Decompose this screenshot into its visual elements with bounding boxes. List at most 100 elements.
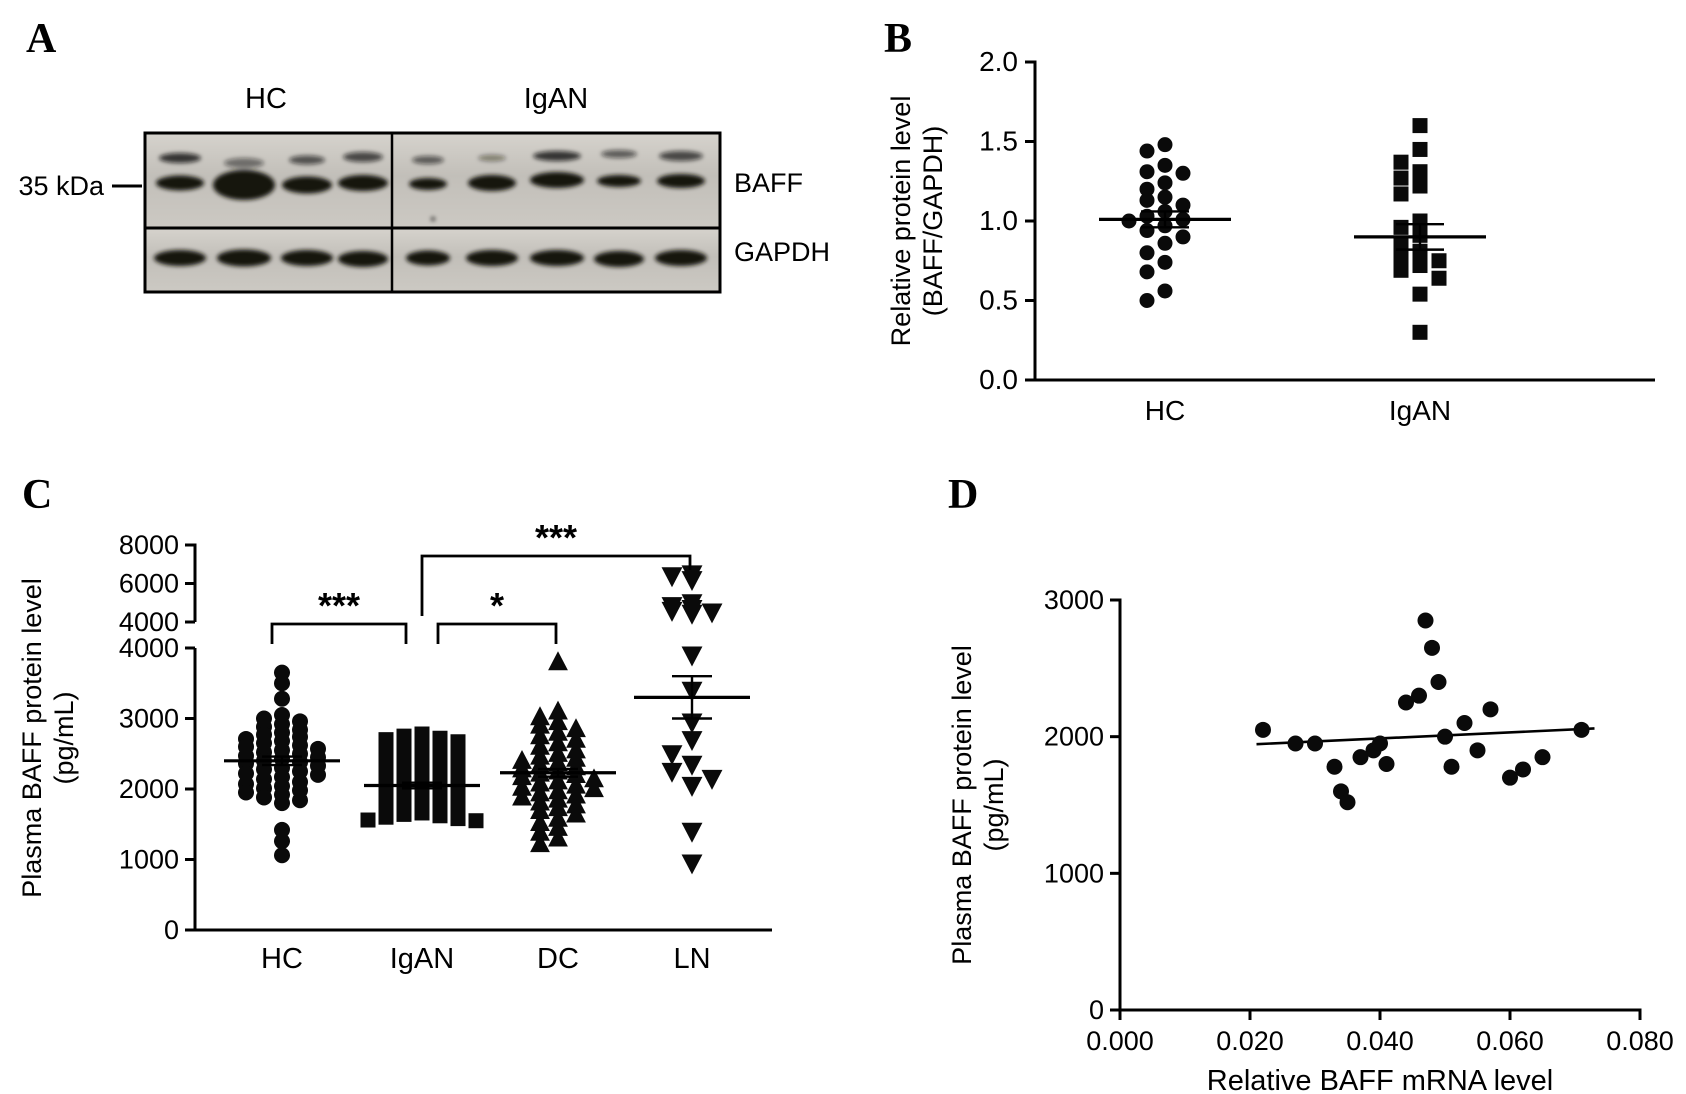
panel-d-scatter: D 0 1000 2000 3000 0.000 0.020 0.040 0.060 0.080 R…	[860, 460, 1686, 1094]
data-point	[584, 778, 604, 798]
data-point	[274, 675, 290, 692]
data-point	[1412, 141, 1428, 157]
data-point	[1255, 721, 1271, 738]
y-tick-label: 2000	[1044, 722, 1104, 752]
data-point	[1157, 189, 1173, 205]
x-category-label: IgAN	[390, 943, 454, 975]
data-point	[1157, 283, 1173, 299]
data-point	[548, 827, 568, 847]
y-tick-label: 1000	[1044, 858, 1104, 888]
y-axis-title: Relative protein level (BAFF/GAPDH)	[886, 96, 948, 347]
x-tick-label: 0.060	[1476, 1026, 1544, 1056]
y-tick-label: 0	[1089, 995, 1104, 1025]
data-point	[661, 762, 683, 783]
data-point	[530, 735, 550, 755]
data-point	[1443, 758, 1460, 775]
data-point	[530, 812, 550, 831]
y-axis-title: Plasma BAFF protein level (pg/mL)	[17, 578, 79, 898]
data-point	[530, 772, 550, 792]
panel-label-a: A	[26, 16, 57, 62]
y-tick-label: 4000	[119, 633, 179, 663]
data-point	[548, 732, 568, 752]
data-point	[1573, 721, 1590, 738]
data-point	[1372, 735, 1388, 752]
data-point	[530, 714, 550, 734]
significance-bracket	[436, 622, 558, 644]
data-point	[661, 745, 683, 766]
panel-b-scatter: B 0.0 0.5 1.0 1.5 2.0 Relative protein level (B…	[860, 0, 1686, 460]
panel-label-c: C	[22, 472, 52, 518]
data-point	[548, 816, 568, 836]
data-point	[1393, 219, 1409, 235]
y-tick-label: 6000	[119, 569, 179, 599]
data-point	[1157, 254, 1173, 270]
significance-stars: ***	[535, 517, 577, 558]
y-axis-title-line2: (pg/mL)	[49, 691, 79, 784]
data-point	[1175, 229, 1191, 245]
blot-group-label-igan: IgAN	[524, 83, 588, 115]
data-point	[548, 651, 568, 671]
data-point	[512, 776, 532, 796]
data-point	[566, 774, 586, 794]
y-tick-label: 0.0	[979, 364, 1018, 395]
significance-bracket	[420, 554, 692, 616]
data-point	[681, 604, 703, 625]
data-point	[1398, 694, 1414, 711]
data-point	[681, 571, 703, 592]
data-point	[238, 784, 254, 801]
data-point	[701, 769, 723, 790]
y-tick-label: 4000	[119, 607, 179, 637]
x-category-label: HC	[261, 943, 303, 975]
data-point	[1139, 192, 1155, 208]
data-point	[548, 700, 568, 720]
data-point	[292, 792, 308, 809]
data-point	[1437, 728, 1453, 745]
y-axis-title-line2: (BAFF/GAPDH)	[918, 126, 948, 317]
data-point	[1139, 264, 1155, 280]
data-point	[1326, 758, 1343, 775]
data-point	[661, 601, 683, 622]
scatter-plot-c: C 4000 6000 8000 0 1000 2000 3000 4000 Plasma BAF…	[17, 472, 772, 975]
data-point	[1139, 143, 1155, 159]
x-tick-label: 0.000	[1086, 1026, 1154, 1056]
scatter-plot-d: D 0 1000 2000 3000 0.000 0.020 0.040 0.060 0.080 R…	[947, 472, 1674, 1094]
data-point	[1469, 742, 1486, 759]
data-point	[530, 821, 550, 841]
data-point	[274, 690, 290, 707]
data-point	[1412, 286, 1428, 302]
data-point	[274, 795, 290, 812]
panel-label-d: D	[948, 472, 978, 518]
y-tick-label: 1.5	[979, 126, 1018, 157]
data-point	[1412, 178, 1428, 194]
data-point	[1393, 154, 1409, 170]
data-point	[1393, 235, 1409, 251]
data-point	[256, 789, 272, 806]
data-point	[414, 805, 430, 821]
data-point	[1502, 769, 1518, 786]
data-point	[1157, 175, 1173, 191]
data-point	[274, 847, 290, 864]
kda-marker-label: 35 kDa	[18, 171, 105, 201]
y-axis-title-line1: Relative protein level	[886, 96, 916, 347]
data-point	[1287, 735, 1304, 752]
x-axis-title: Relative BAFF mRNA level	[1207, 1065, 1554, 1094]
y-tick-label: 3000	[119, 704, 179, 734]
data-point	[1417, 612, 1434, 629]
data-point	[1393, 262, 1409, 278]
data-point	[566, 784, 586, 804]
data-point	[681, 776, 703, 797]
y-axis-title-line1: Plasma BAFF protein level	[17, 578, 47, 898]
significance-stars: *	[490, 585, 504, 626]
blot-group-label-hc: HC	[245, 83, 287, 115]
western-blot-figure: A HC IgAN 35 kDa BAFF GAPDH	[18, 16, 830, 294]
data-point	[1378, 756, 1395, 772]
data-point	[584, 768, 604, 788]
y-tick-label: 0	[164, 915, 179, 945]
data-point	[1393, 170, 1409, 186]
scatter-plot-b: B 0.0 0.5 1.0 1.5 2.0 Relative protein level (B…	[884, 16, 1655, 426]
data-point	[1352, 749, 1369, 766]
data-point	[1424, 639, 1440, 656]
data-point	[1139, 223, 1155, 239]
data-point	[360, 812, 376, 828]
